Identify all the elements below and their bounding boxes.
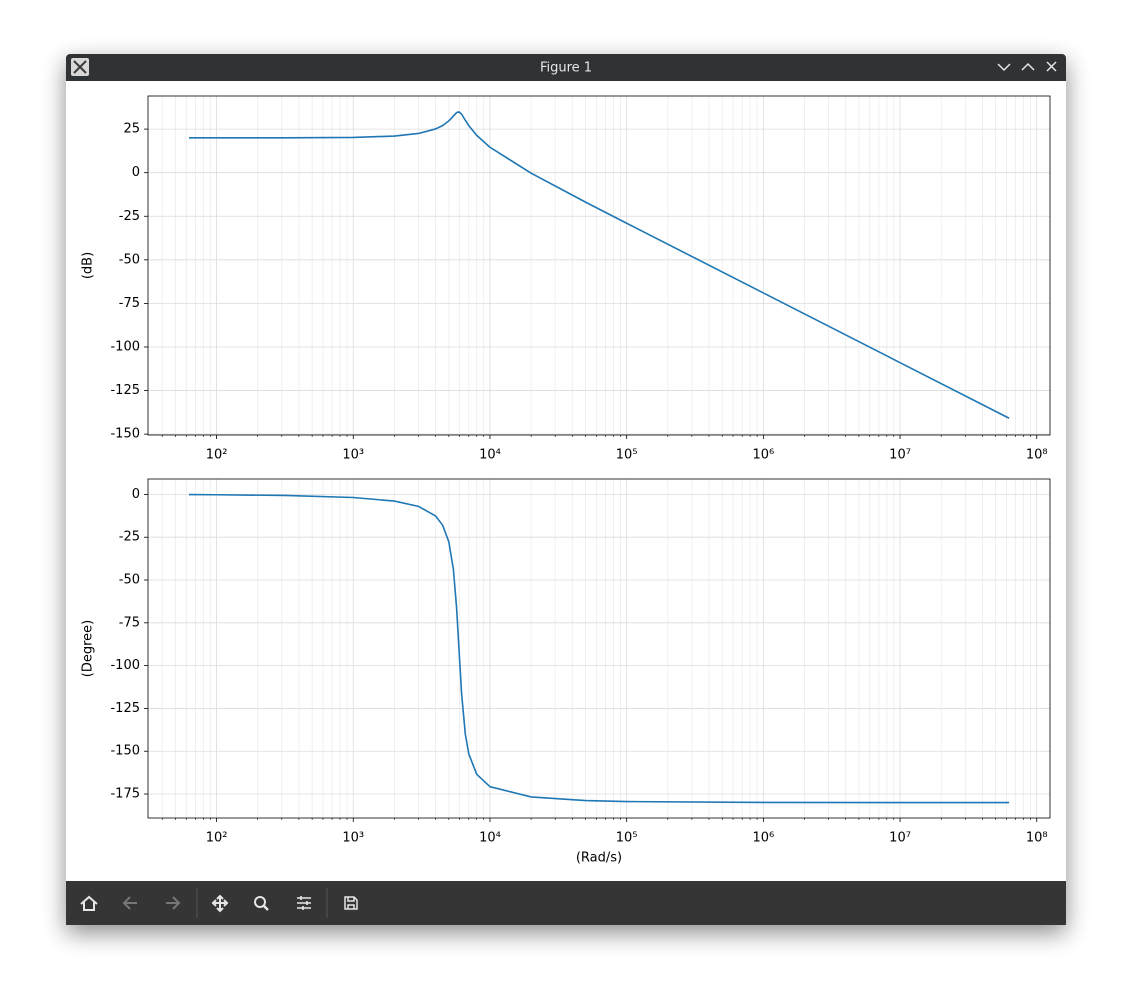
window: Figure 1 xyxy=(66,54,1066,925)
y-tick-label: -25 xyxy=(119,530,140,545)
x-axis-label: (Rad/s) xyxy=(576,851,622,866)
back-button[interactable] xyxy=(122,896,137,910)
y-tick-label: -150 xyxy=(110,427,140,442)
home-button[interactable] xyxy=(80,895,98,911)
y-axis-label: (Degree) xyxy=(81,620,96,677)
y-tick-label: -50 xyxy=(119,252,140,267)
y-tick-label: -125 xyxy=(110,701,140,716)
x-tick-label: 10² xyxy=(206,448,228,463)
axes-frame xyxy=(147,95,1051,436)
line-series xyxy=(188,111,1010,419)
y-tick-label: -25 xyxy=(119,209,140,224)
y-tick-label: 0 xyxy=(132,487,140,502)
line-series xyxy=(188,493,1010,804)
close-button[interactable] xyxy=(1046,61,1057,72)
y-tick-label: -125 xyxy=(110,383,140,398)
pan-button[interactable] xyxy=(211,894,229,913)
app-icon-glyph xyxy=(73,60,87,74)
configure-button[interactable] xyxy=(297,896,311,910)
window-title: Figure 1 xyxy=(540,61,592,76)
x-tick-label: 10³ xyxy=(342,831,364,846)
zoom-button-handle xyxy=(263,905,269,911)
x-tick-label: 10³ xyxy=(342,448,364,463)
zoom-button[interactable] xyxy=(254,896,266,908)
y-tick-label: 25 xyxy=(123,122,140,137)
maximize-button[interactable] xyxy=(1021,62,1035,71)
window-body xyxy=(66,54,1066,925)
title-bar-base xyxy=(66,70,1066,81)
x-tick-label: 10⁸ xyxy=(1026,448,1048,463)
x-tick-label: 10⁴ xyxy=(479,831,501,846)
x-tick-label: 10⁴ xyxy=(479,448,501,463)
x-tick-label: 10⁷ xyxy=(889,831,911,846)
y-tick-label: -175 xyxy=(110,787,140,802)
x-tick-label: 10² xyxy=(206,831,228,846)
x-tick-label: 10⁸ xyxy=(1026,831,1048,846)
y-axis-label: (dB) xyxy=(81,252,96,279)
y-tick-label: -75 xyxy=(119,296,140,311)
minimize-button[interactable] xyxy=(997,63,1011,72)
x-tick-label: 10⁵ xyxy=(616,448,638,463)
y-tick-label: -150 xyxy=(110,744,140,759)
toolbar xyxy=(66,881,1066,925)
x-tick-label: 10⁶ xyxy=(752,831,774,846)
y-tick-label: -100 xyxy=(110,339,140,354)
forward-button[interactable] xyxy=(166,896,181,910)
y-tick-label: -50 xyxy=(119,573,140,588)
x-tick-label: 10⁶ xyxy=(752,448,774,463)
y-tick-label: -75 xyxy=(119,615,140,630)
x-tick-label: 10⁵ xyxy=(616,831,638,846)
save-button[interactable] xyxy=(344,896,358,910)
y-tick-label: 0 xyxy=(132,165,140,180)
axes-frame xyxy=(147,478,1051,819)
y-tick-label: -100 xyxy=(110,658,140,673)
x-tick-label: 10⁷ xyxy=(889,448,911,463)
